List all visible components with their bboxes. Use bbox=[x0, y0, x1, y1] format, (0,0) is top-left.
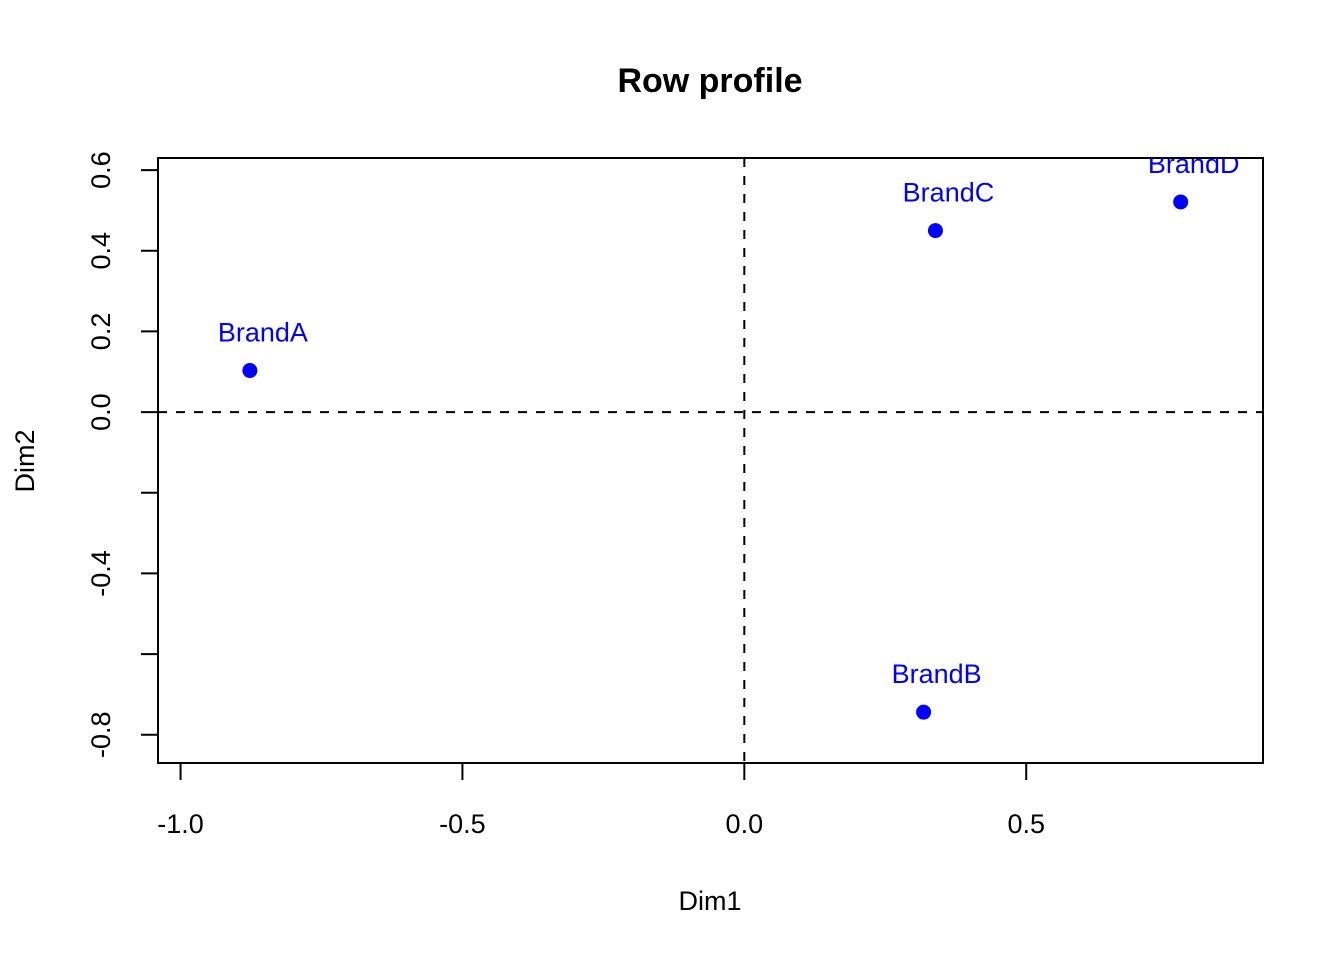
x-tick-label: 0.0 bbox=[726, 809, 764, 839]
y-axis-label: Dim2 bbox=[10, 429, 40, 492]
data-point-brandd bbox=[1173, 194, 1189, 210]
data-label-branda: BrandA bbox=[218, 318, 308, 348]
chart-title: Row profile bbox=[617, 62, 802, 100]
data-point-brandb bbox=[916, 704, 932, 720]
plot-area: -1.0 -0.5 0.0 0.5 -0.8 -0.4 0.0 0.2 0.4 0.6 BrandA… bbox=[86, 149, 1264, 839]
y-tick-label: 0.0 bbox=[86, 393, 116, 431]
x-tick-label: -1.0 bbox=[157, 809, 204, 839]
data-point-brandc bbox=[927, 223, 943, 239]
y-tick-label: 0.6 bbox=[86, 151, 116, 189]
y-tick-label: 0.4 bbox=[86, 232, 116, 270]
plot-frame bbox=[157, 157, 1264, 764]
data-label-brandc: BrandC bbox=[903, 178, 995, 208]
data-point-branda bbox=[242, 363, 258, 379]
x-tick-label: -0.5 bbox=[439, 809, 486, 839]
data-label-brandb: BrandB bbox=[892, 659, 982, 689]
data-label-brandd: BrandD bbox=[1148, 149, 1240, 179]
y-tick-label: -0.8 bbox=[86, 712, 116, 759]
x-axis-label: Dim1 bbox=[678, 886, 741, 916]
y-tick-label: -0.4 bbox=[86, 550, 116, 597]
x-tick-label: 0.5 bbox=[1007, 809, 1045, 839]
y-tick-label: 0.2 bbox=[86, 313, 116, 351]
